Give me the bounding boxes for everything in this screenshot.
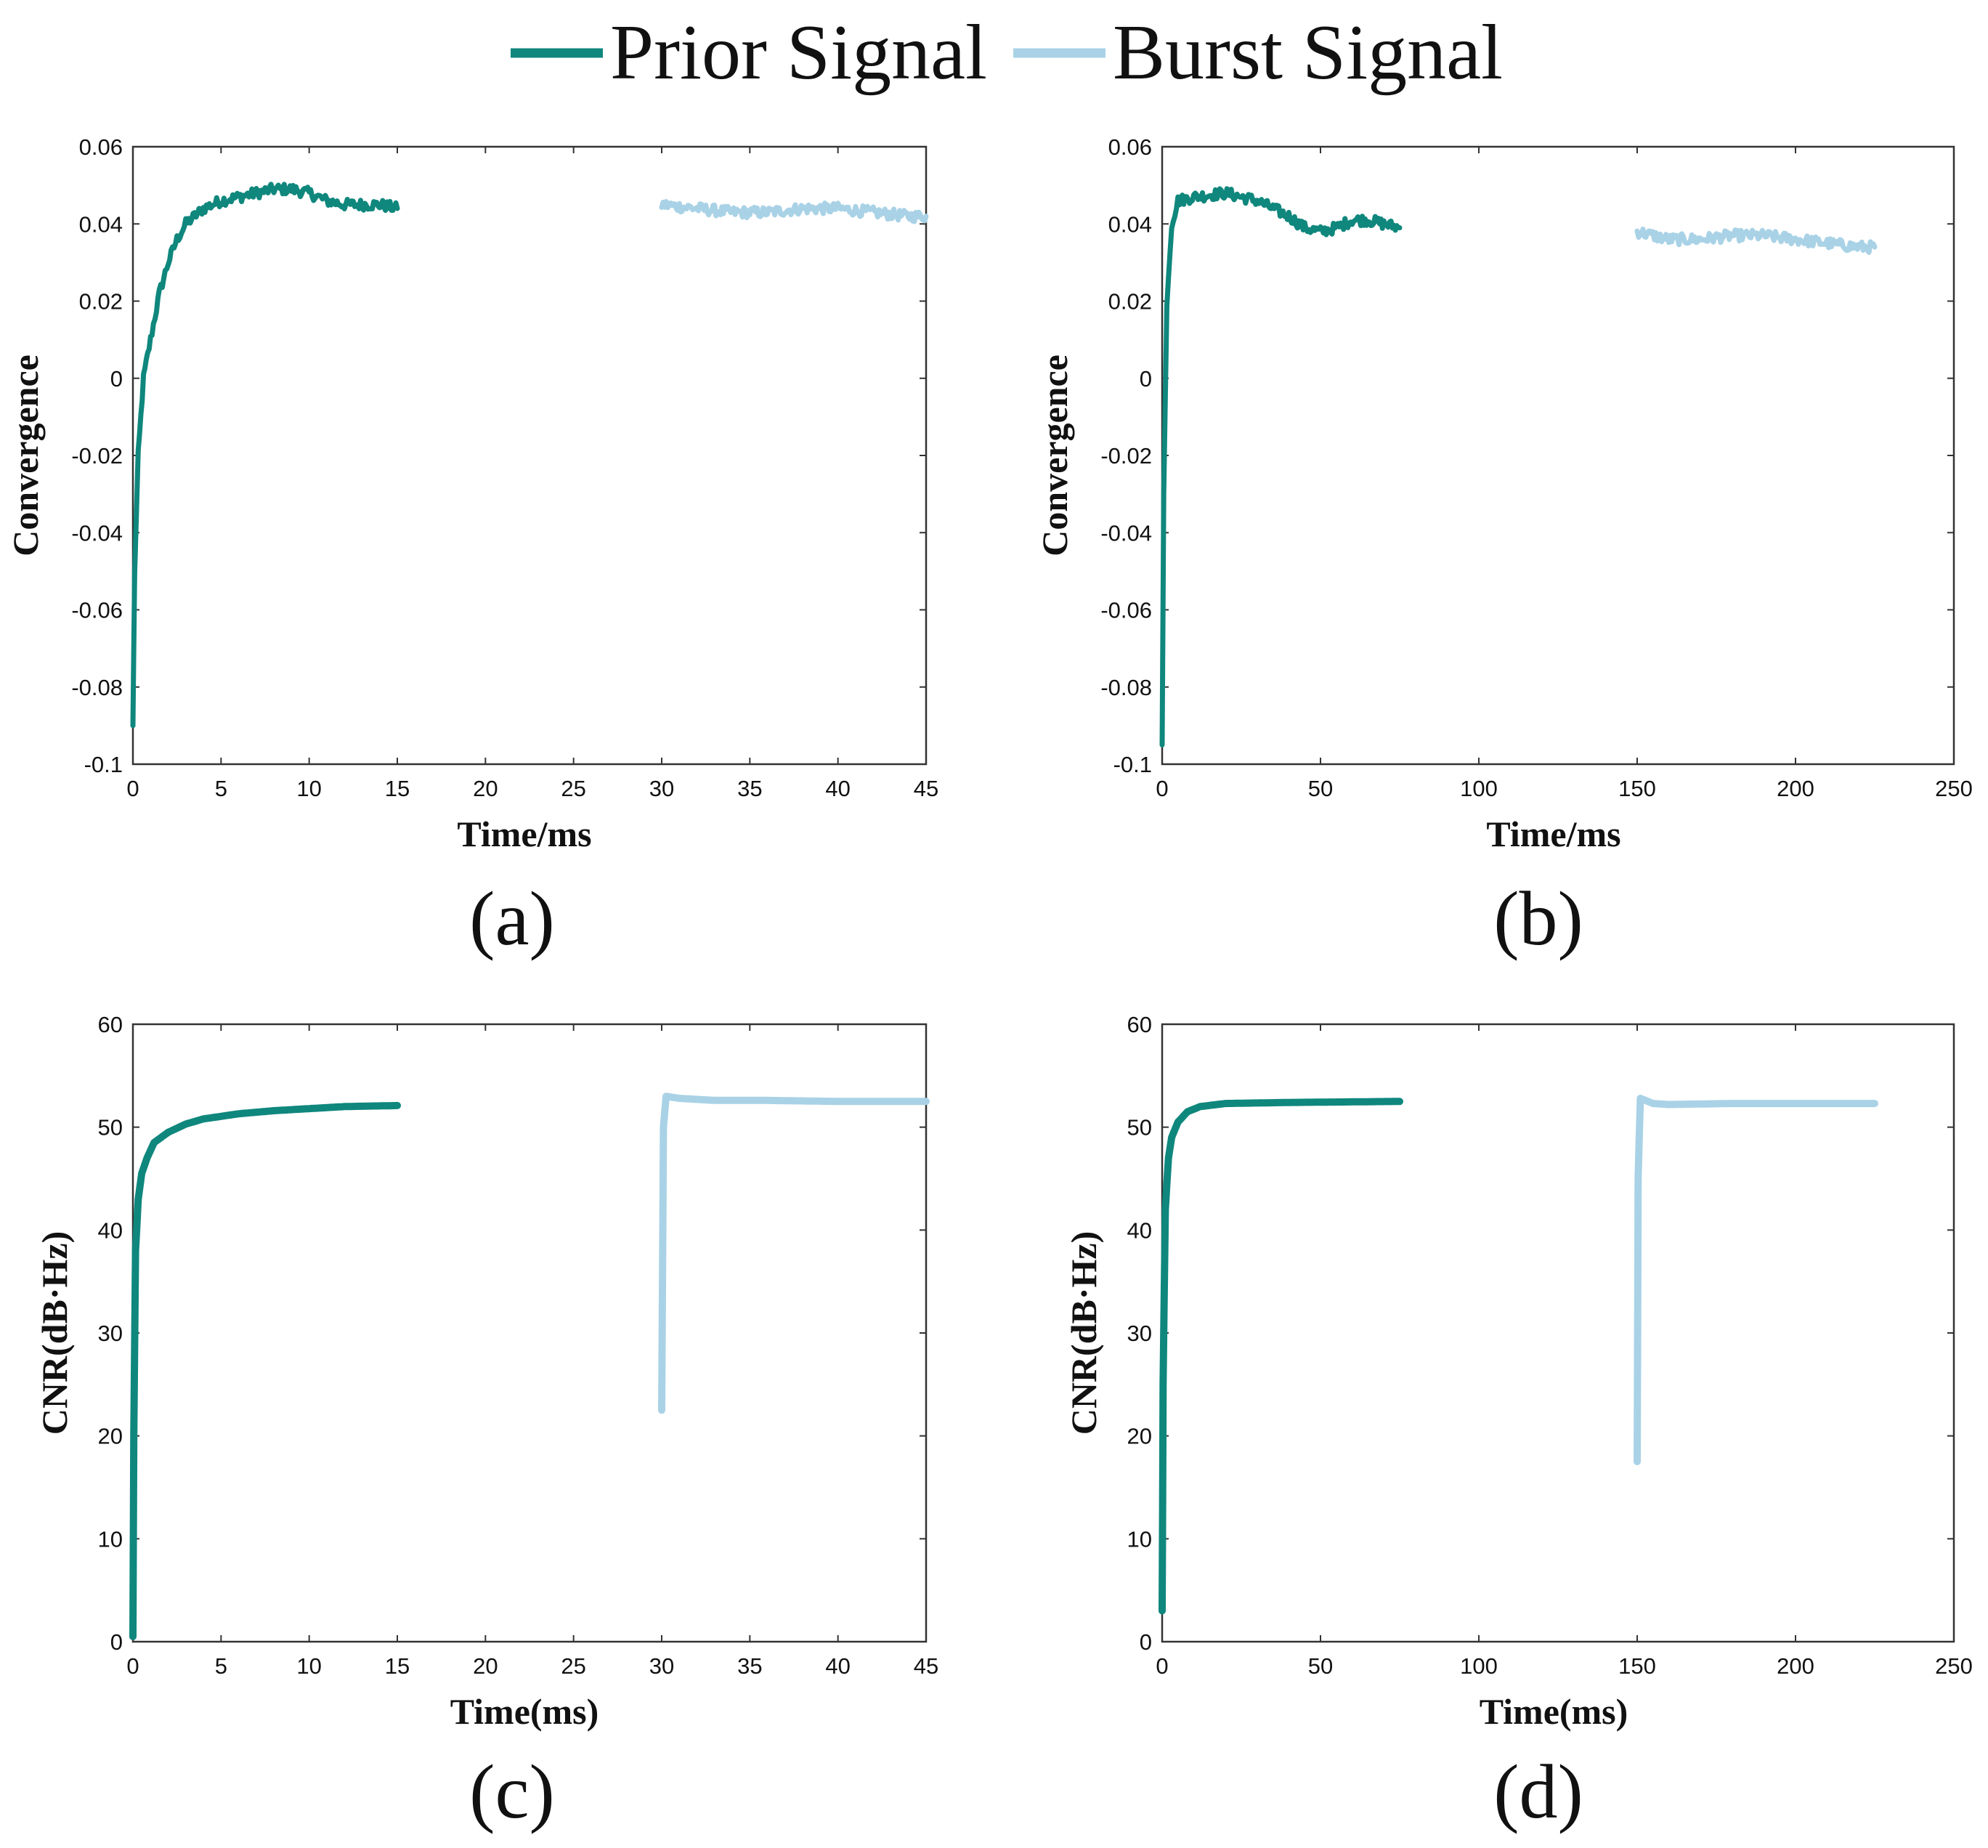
- panel-b-y-tick-label: -0.06: [1100, 598, 1152, 623]
- panel-a-y-tick-label: 0.04: [79, 211, 123, 237]
- panel-d-label: (d): [1493, 1749, 1583, 1834]
- panel-d-y-tick-label: 60: [1127, 1012, 1152, 1037]
- panel-d-y-tick-label: 30: [1127, 1321, 1152, 1346]
- panel-a-series-prior-signal: [130, 182, 400, 729]
- panel-c-y-tick-label: 20: [98, 1424, 123, 1449]
- panel-c-x-tick-label: 10: [296, 1653, 321, 1679]
- panel-a-y-axis-title: Convergence: [5, 354, 46, 556]
- panel-c-y-tick-label: 50: [98, 1115, 123, 1140]
- panel-c-label: (c): [469, 1749, 555, 1834]
- panel-c-x-tick-label: 40: [825, 1653, 850, 1679]
- panel-c-x-tick-label: 35: [737, 1653, 762, 1679]
- panel-b-y-tick-label: -0.1: [1113, 752, 1152, 777]
- panel-d-series-burst-signal: [1634, 1095, 1878, 1466]
- panel-c-x-tick-label: 20: [473, 1653, 498, 1679]
- panel-a-x-tick-label: 10: [296, 776, 321, 801]
- panel-b-series-prior-signal: [1159, 186, 1403, 747]
- panel-a-series-burst-signal: [659, 199, 929, 224]
- panel-a: 0 5 10 15 20 25 30 35 40 45 -0.1 -0.08 -0.06 -0.04 -0.…: [5, 134, 938, 961]
- panel-b-x-axis-title: Time/ms: [1486, 814, 1620, 854]
- panel-c-x-tick-label: 45: [914, 1653, 938, 1679]
- panel-a-x-tick-label: 15: [385, 776, 410, 801]
- panel-c-y-tick-label: 40: [98, 1217, 123, 1243]
- panel-b: 0 50 100 150 200 250 -0.1 -0.08 -0.06 -0.04 -0.02 0…: [1034, 134, 1973, 961]
- panel-d-series-prior-signal: [1159, 1098, 1403, 1615]
- panel-d-y-tick-label: 50: [1127, 1115, 1152, 1140]
- panel-b-series-burst-signal: [1634, 227, 1878, 255]
- panel-a-x-tick-label: 25: [561, 776, 585, 801]
- panel-b-x-tick-label: 100: [1460, 776, 1498, 801]
- panel-c-y-tick-label: 10: [98, 1526, 123, 1552]
- panel-d: 0 50 100 150 200 250 0 10 20 30 40 50 60 Time(ms) CNR(…: [1063, 1012, 1973, 1834]
- panel-a-y-tick-label: -0.04: [71, 520, 123, 546]
- panel-a-y-tick-label: 0.02: [79, 289, 123, 315]
- panel-d-x-axis-title: Time(ms): [1480, 1691, 1628, 1732]
- panel-a-x-tick-label: 5: [215, 776, 227, 801]
- panel-c-x-tick-label: 25: [561, 1653, 585, 1679]
- panel-a-x-tick-label: 45: [914, 776, 938, 801]
- panel-a-y-tick-label: -0.06: [71, 598, 123, 623]
- panel-d-y-tick-label: 10: [1127, 1526, 1152, 1552]
- panel-b-y-tick-label: -0.02: [1100, 443, 1152, 469]
- panel-a-x-tick-label: 40: [825, 776, 850, 801]
- panel-b-y-tick-label: 0: [1140, 366, 1152, 392]
- panel-d-y-tick-label: 20: [1127, 1424, 1152, 1449]
- panel-b-y-tick-label: -0.04: [1100, 520, 1152, 546]
- panel-b-y-tick-label: 0.04: [1108, 211, 1152, 237]
- panel-b-x-tick-label: 0: [1156, 776, 1168, 801]
- panel-c-x-tick-label: 5: [215, 1653, 227, 1679]
- panel-c-x-tick-label: 15: [385, 1653, 410, 1679]
- panel-b-y-axis-title: Convergence: [1034, 354, 1075, 556]
- panel-a-x-tick-label: 30: [649, 776, 674, 801]
- legend: Prior Signal Burst Signal: [511, 9, 1503, 96]
- panel-a-x-axis-title: Time/ms: [457, 814, 591, 854]
- panel-c-y-tick-label: 60: [98, 1012, 123, 1037]
- panel-d-plot-frame: [1161, 1023, 1955, 1643]
- panel-a-plot-frame: [131, 145, 928, 766]
- panel-d-x-tick-label: 100: [1460, 1653, 1498, 1679]
- panel-a-y-tick-label: -0.02: [71, 443, 123, 469]
- panel-d-x-tick-label: 50: [1308, 1653, 1333, 1679]
- panel-a-y-tick-label: 0.06: [79, 134, 123, 160]
- panel-d-x-tick-label: 250: [1935, 1653, 1973, 1679]
- panel-c-y-tick-label: 0: [110, 1629, 123, 1655]
- panel-c-series-prior-signal: [129, 1101, 401, 1640]
- panel-b-x-tick-label: 200: [1777, 776, 1814, 801]
- panel-b-x-tick-label: 250: [1935, 776, 1973, 801]
- panel-b-y-tick-label: 0.02: [1108, 289, 1152, 315]
- panel-a-y-tick-label: -0.1: [84, 752, 123, 777]
- panel-d-y-tick-label: 40: [1127, 1217, 1152, 1243]
- panel-a-x-tick-label: 0: [126, 776, 139, 801]
- panel-a-y-tick-label: 0: [110, 366, 123, 392]
- panel-c: 0 5 10 15 20 25 30 35 40 45 0 10 20 30 40 50 60 Time(ms) C…: [34, 1012, 938, 1834]
- legend-label-prior-signal: Prior Signal: [610, 9, 987, 96]
- panel-c-x-tick-label: 0: [126, 1653, 139, 1679]
- panel-c-x-axis-title: Time(ms): [450, 1691, 599, 1732]
- panel-c-plot-frame: [131, 1023, 928, 1643]
- panel-b-x-tick-label: 150: [1618, 776, 1656, 801]
- panel-a-y-tick-label: -0.08: [71, 675, 123, 700]
- panel-c-x-tick-label: 30: [649, 1653, 674, 1679]
- panel-a-label: (a): [469, 876, 555, 961]
- panel-d-y-tick-label: 0: [1140, 1629, 1152, 1655]
- panel-d-x-tick-label: 0: [1156, 1653, 1168, 1679]
- panel-a-x-tick-label: 35: [737, 776, 762, 801]
- panel-d-x-tick-label: 200: [1777, 1653, 1814, 1679]
- legend-label-burst-signal: Burst Signal: [1113, 9, 1503, 96]
- panel-c-series-burst-signal: [658, 1093, 930, 1414]
- panel-c-y-tick-label: 30: [98, 1321, 123, 1346]
- panel-b-y-tick-label: 0.06: [1108, 134, 1152, 160]
- panel-a-x-tick-label: 20: [473, 776, 498, 801]
- panel-c-y-axis-title: CNR(dB·Hz): [34, 1231, 75, 1435]
- panel-b-x-tick-label: 50: [1308, 776, 1333, 801]
- panel-b-y-tick-label: -0.08: [1100, 675, 1152, 700]
- panel-d-y-axis-title: CNR(dB·Hz): [1063, 1231, 1104, 1435]
- panel-b-label: (b): [1493, 876, 1583, 961]
- panel-d-x-tick-label: 150: [1618, 1653, 1656, 1679]
